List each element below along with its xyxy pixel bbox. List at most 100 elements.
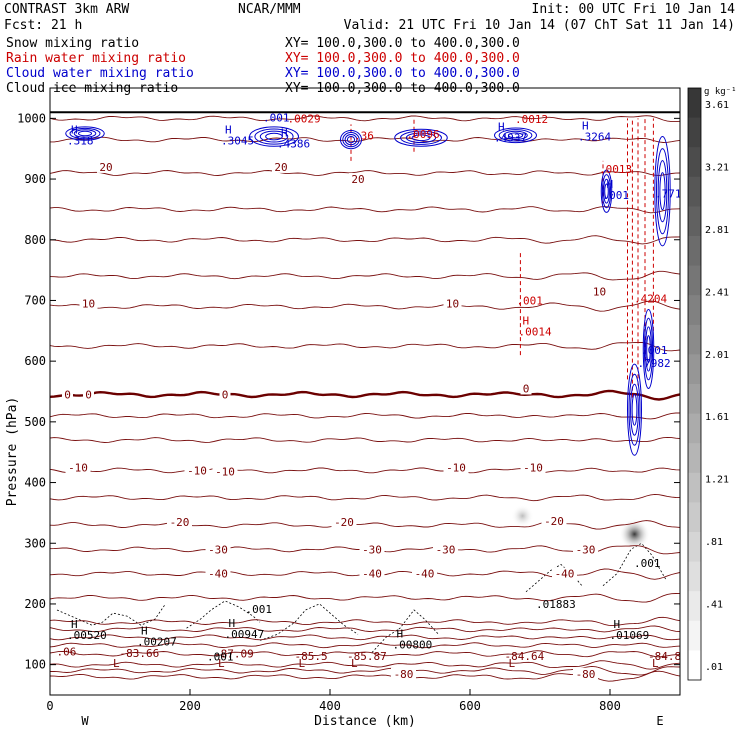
contour-label-bg-6 [62, 388, 73, 401]
contour-label-18: -30 [208, 543, 228, 556]
extremum-mark-30: H [71, 124, 78, 137]
isotherm-5 [50, 270, 680, 281]
contour-label-25: -40 [555, 568, 575, 581]
y-tick-label: 700 [24, 293, 46, 307]
extremum-mark-1: L [218, 657, 225, 670]
isotherm-19 [50, 634, 680, 641]
legend: Snow mixing ratio XY= 100.0,300.0 to 400.… [6, 36, 520, 96]
contour-label-bg-11 [184, 464, 210, 477]
cloud-water-contour [654, 136, 671, 247]
cloud-water-contour [346, 135, 356, 144]
isotherm-9 [50, 412, 680, 420]
extremum-mark-36: H [582, 119, 589, 132]
contour-label-bg-26 [391, 667, 416, 680]
y-tick-label: 500 [24, 415, 46, 429]
contour-label-20: -30 [436, 543, 456, 556]
colorbar-tick-label: .81 [705, 537, 723, 548]
cloud-water-contour [659, 172, 666, 211]
y-tick-label: 100 [24, 658, 46, 672]
y-tick-label: 300 [24, 536, 46, 550]
y-tick-label: 900 [24, 172, 46, 186]
cloud-water-contour [340, 129, 362, 150]
colorbar-segment [688, 176, 701, 207]
contour-label-23: -40 [362, 568, 382, 581]
contour-label-11: -10 [187, 464, 207, 477]
extremum-mark-2: L [299, 657, 306, 670]
contour-label-21: -30 [576, 543, 596, 556]
extremum-mark-32: H [281, 127, 288, 140]
isotherm-4 [50, 235, 680, 245]
x-end-label-east: E [656, 714, 663, 728]
colorbar-tick-label: .41 [705, 600, 723, 611]
extremum-mark-18: H [614, 618, 621, 631]
extremum-value-7: -83.66 [120, 647, 160, 660]
cloud-water-contour [69, 127, 101, 140]
extremum-value-12: -84.84 [648, 650, 688, 663]
extremum-value-32: .4386 [277, 138, 310, 151]
colorbar-segment [688, 236, 701, 267]
extremum-value-22: .0014 [519, 326, 552, 339]
colorbar-segment [688, 472, 701, 503]
x-tick-label: 400 [319, 699, 341, 713]
cloud-water-contour [259, 130, 289, 143]
extremum-value-36: .3264 [578, 130, 611, 143]
contour-label-bg-24 [412, 567, 437, 580]
contour-label-bg-23 [359, 567, 385, 580]
cloud-water-contour [645, 326, 652, 372]
cloud-water-contour [498, 129, 533, 142]
x-tick-label: 200 [179, 699, 201, 713]
isotherm-21 [50, 650, 680, 658]
extremum-value-26: .4204 [634, 292, 667, 305]
isotherm-6 [50, 300, 680, 312]
cloud-water-contour [630, 383, 639, 436]
isotherm-7 [50, 341, 680, 352]
contour-label-bg-13 [443, 461, 469, 474]
contour-label-13: -10 [446, 461, 466, 474]
isotherm-8 [50, 389, 680, 401]
extremum-value-27: .001 [603, 189, 630, 202]
contour-label-bg-20 [433, 543, 458, 556]
extremum-value-33: .36 [354, 130, 374, 143]
extremum-mark-14: H [71, 618, 78, 631]
colorbar-tick-label: 1.21 [705, 475, 729, 486]
ice-contour-2 [259, 603, 359, 641]
contour-label-26: -80 [394, 668, 414, 681]
contour-label-7: 0 [85, 389, 92, 402]
cloud-water-contour [507, 132, 524, 139]
cloud-water-contour [657, 160, 668, 223]
colorbar-segment [688, 561, 701, 592]
extremum-value-17: .00800 [393, 638, 433, 651]
colorbar-tick-label: 3.61 [705, 100, 729, 111]
colorbar-tick-label: .01 [705, 662, 723, 673]
contour-label-bg-3 [79, 297, 98, 310]
isotherm-16 [50, 593, 680, 603]
cloud-water-contour [642, 309, 655, 389]
ice-contour-0 [56, 603, 166, 626]
contour-label-16: -20 [334, 516, 354, 529]
colorbar-segment [688, 88, 701, 119]
snow-plume-0 [511, 504, 534, 528]
y-tick-label: 800 [24, 233, 46, 247]
center-name: NCAR/MMM [238, 2, 301, 17]
colorbar-tick-label: 1.61 [705, 412, 729, 423]
model-name: CONTRAST 3km ARW [4, 2, 129, 17]
contour-label-bg-27 [573, 667, 598, 680]
colorbar-segment [688, 147, 701, 178]
cloud-water-cell-3 [394, 128, 448, 147]
extremum-value-28: .0013 [599, 163, 632, 176]
contour-label-22: -40 [208, 568, 228, 581]
y-tick-label: 600 [24, 354, 46, 368]
extremum-value-29: .7717 [655, 187, 688, 200]
extremum-value-8: -87.09 [214, 647, 254, 660]
cloud-water-contour [503, 130, 528, 140]
extremum-value-35: .4937 [494, 131, 527, 144]
colorbar-frame [687, 87, 702, 681]
cloud-water-contour [600, 169, 613, 213]
contour-label-24: -40 [415, 568, 435, 581]
cloud-water-cell-8 [654, 136, 671, 247]
colorbar-segment [688, 265, 701, 296]
colorbar-unit: g kg⁻¹ [704, 87, 737, 97]
cloud-water-cell-5 [600, 169, 613, 213]
contour-label-bg-1 [272, 160, 290, 173]
cloud-water-contour [411, 134, 431, 142]
